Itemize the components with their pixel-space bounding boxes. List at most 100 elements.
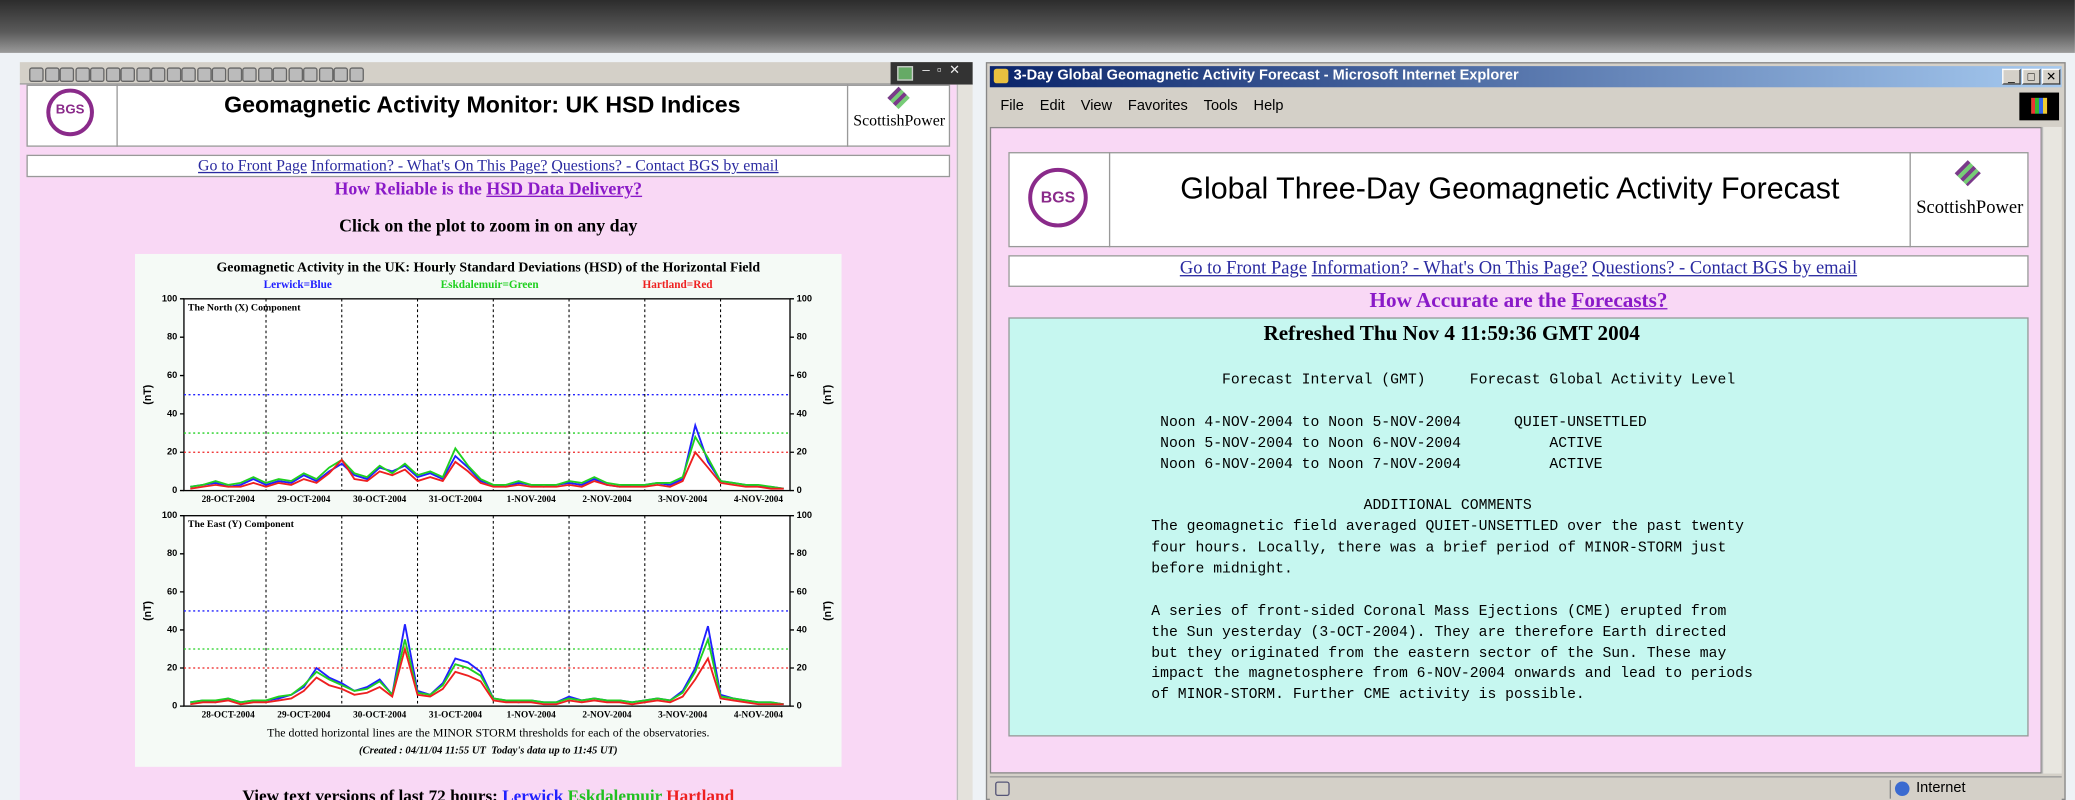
y-tick-label: 40 xyxy=(797,408,807,418)
divider xyxy=(116,84,118,147)
toolbar-icon xyxy=(120,67,135,82)
nav-link[interactable]: Go to Front Page xyxy=(198,156,308,175)
y-tick-label: 20 xyxy=(167,662,177,672)
nav-box xyxy=(1008,255,2029,287)
x-tick-label: 1-NOV-2004 xyxy=(507,495,557,505)
menu-item[interactable]: Edit xyxy=(1039,97,1065,114)
y-tick-label: 0 xyxy=(172,485,177,495)
divider xyxy=(1889,780,1891,799)
page-title: Geomagnetic Activity Monitor: UK HSD Ind… xyxy=(224,91,741,118)
status-icon xyxy=(995,781,1010,797)
nav-box xyxy=(26,154,951,178)
header-box xyxy=(26,84,951,147)
page-title: Global Three-Day Geomagnetic Activity Fo… xyxy=(1180,170,1840,205)
nav-link[interactable]: Information? - What's On This Page? xyxy=(310,156,548,175)
series-line xyxy=(190,450,784,490)
series-line xyxy=(190,434,784,490)
scrollbar[interactable] xyxy=(2041,126,2062,774)
toolbar-icon xyxy=(89,67,105,82)
logo-text: BGS xyxy=(55,103,85,118)
scrollbar[interactable] xyxy=(956,84,973,800)
y-tick-label: 0 xyxy=(797,485,802,495)
ie-icon xyxy=(993,68,1009,84)
y-axis-label: (nT) xyxy=(142,385,154,405)
toolbar-icon xyxy=(272,67,288,82)
y-tick-label: 0 xyxy=(172,701,177,711)
app-icon xyxy=(897,66,914,81)
toolbar-icon xyxy=(44,67,59,82)
toolbar-icon xyxy=(150,67,166,82)
y-tick-label: 40 xyxy=(167,408,177,418)
created: (Created : 04/11/04 11:55 UT Today's dat… xyxy=(359,745,618,756)
reliability: How Reliable is the HSD Data Delivery? xyxy=(20,179,957,200)
toolbar-icon xyxy=(181,67,196,82)
y-tick-label: 40 xyxy=(797,624,807,634)
toolbar-icon xyxy=(318,67,333,82)
menu-item[interactable]: Favorites xyxy=(1127,97,1188,114)
menu-item[interactable]: File xyxy=(1000,97,1024,114)
legend-label: Eskdalemuir=Green xyxy=(441,279,540,291)
bulletin-line: Noon 6-NOV-2004 to Noon 7-NOV-2004 ACTIV… xyxy=(1151,456,1603,473)
forecast-box xyxy=(1008,317,2029,737)
header-box xyxy=(1008,152,2029,248)
x-tick-label: 4-NOV-2004 xyxy=(734,710,784,720)
divider xyxy=(1909,152,1911,248)
y-tick-label: 80 xyxy=(167,332,177,342)
link[interactable]: HSD Data Delivery? xyxy=(486,178,643,199)
window-controls: – ▫ ✕ xyxy=(890,62,973,85)
accuracy: How Accurate are the Forecasts? xyxy=(1008,290,2028,314)
y-tick-label: 40 xyxy=(167,624,177,634)
nav-link[interactable]: Information? - What's On This Page? xyxy=(1311,259,1588,280)
menu-item[interactable]: View xyxy=(1080,97,1113,114)
bulletin-line: of MINOR-STORM. Further CME activity is … xyxy=(1151,688,1585,704)
x-tick-label: 28-OCT-2004 xyxy=(202,710,256,720)
bulletin-line: Noon 4-NOV-2004 to Noon 5-NOV-2004 QUIET… xyxy=(1151,414,1647,431)
toolbar-icon xyxy=(135,67,151,82)
instruction: Click on the plot to zoom in on any day xyxy=(339,215,638,236)
y-tick-label: 100 xyxy=(162,510,177,520)
bulletin-line: Forecast Interval (GMT) Forecast Global … xyxy=(1151,372,1736,389)
nav-link[interactable]: Questions? - Contact BGS by email xyxy=(1592,259,1858,280)
link[interactable]: Lerwick xyxy=(502,785,564,800)
bulletin-line: impact the magnetosphere from 6-NOV-2004… xyxy=(1151,667,1753,683)
toolbar-icon xyxy=(348,67,364,82)
bulletin: Forecast Interval (GMT) Forecast Global … xyxy=(1151,372,1753,708)
nav-link[interactable]: Questions? - Contact BGS by email xyxy=(551,156,779,175)
chart[interactable]: Geomagnetic Activity in the UK: Hourly S… xyxy=(134,253,842,767)
menu-item[interactable]: Help xyxy=(1253,97,1284,114)
nav-link[interactable]: Go to Front Page xyxy=(1179,259,1307,280)
chart-title: Geomagnetic Activity in the UK: Hourly S… xyxy=(216,261,760,276)
toolbar-icon xyxy=(333,67,349,82)
bulletin-line: ADDITIONAL COMMENTS xyxy=(1151,498,1532,515)
menu-item[interactable]: Tools xyxy=(1203,97,1238,114)
window-buttons[interactable]: – ▫ ✕ xyxy=(922,63,961,79)
minimize[interactable]: _ xyxy=(2002,68,2021,85)
top-bar xyxy=(0,0,2075,53)
menu-bar: File Edit View Favorites Tools Help xyxy=(992,93,2024,119)
y-tick-label: 100 xyxy=(162,293,177,303)
toolbar-icon xyxy=(29,67,44,82)
maximize[interactable]: □ xyxy=(2022,68,2041,85)
title-bar: 3-Day Global Geomagnetic Activity Foreca… xyxy=(989,66,2062,88)
y-tick-label: 60 xyxy=(167,370,177,380)
y-tick-label: 80 xyxy=(167,548,177,558)
link[interactable]: Hartland xyxy=(666,785,735,800)
text-versions: View text versions of last 72 hours: Ler… xyxy=(20,785,957,800)
bulletin-line: Noon 5-NOV-2004 to Noon 6-NOV-2004 ACTIV… xyxy=(1151,435,1603,452)
x-tick-label: 31-OCT-2004 xyxy=(429,710,483,720)
bulletin-line: but they originated from the eastern sec… xyxy=(1151,646,1727,662)
x-tick-label: 2-NOV-2004 xyxy=(582,710,632,720)
y-tick-label: 20 xyxy=(167,447,177,457)
bulletin-line: before midnight. xyxy=(1151,561,1293,578)
x-tick-label: 2-NOV-2004 xyxy=(582,495,632,505)
y-tick-label: 20 xyxy=(797,447,807,457)
bulletin-line: A series of front-sided Coronal Mass Eje… xyxy=(1151,604,1727,620)
toolbar-icon xyxy=(105,67,120,82)
series-line xyxy=(190,636,784,706)
link[interactable]: Eskdalemuir xyxy=(567,785,662,800)
windows-logo xyxy=(2031,97,2048,114)
logo-text: BGS xyxy=(1040,187,1076,207)
close[interactable]: ✕ xyxy=(2041,68,2061,85)
link[interactable]: Forecasts? xyxy=(1571,289,1668,313)
